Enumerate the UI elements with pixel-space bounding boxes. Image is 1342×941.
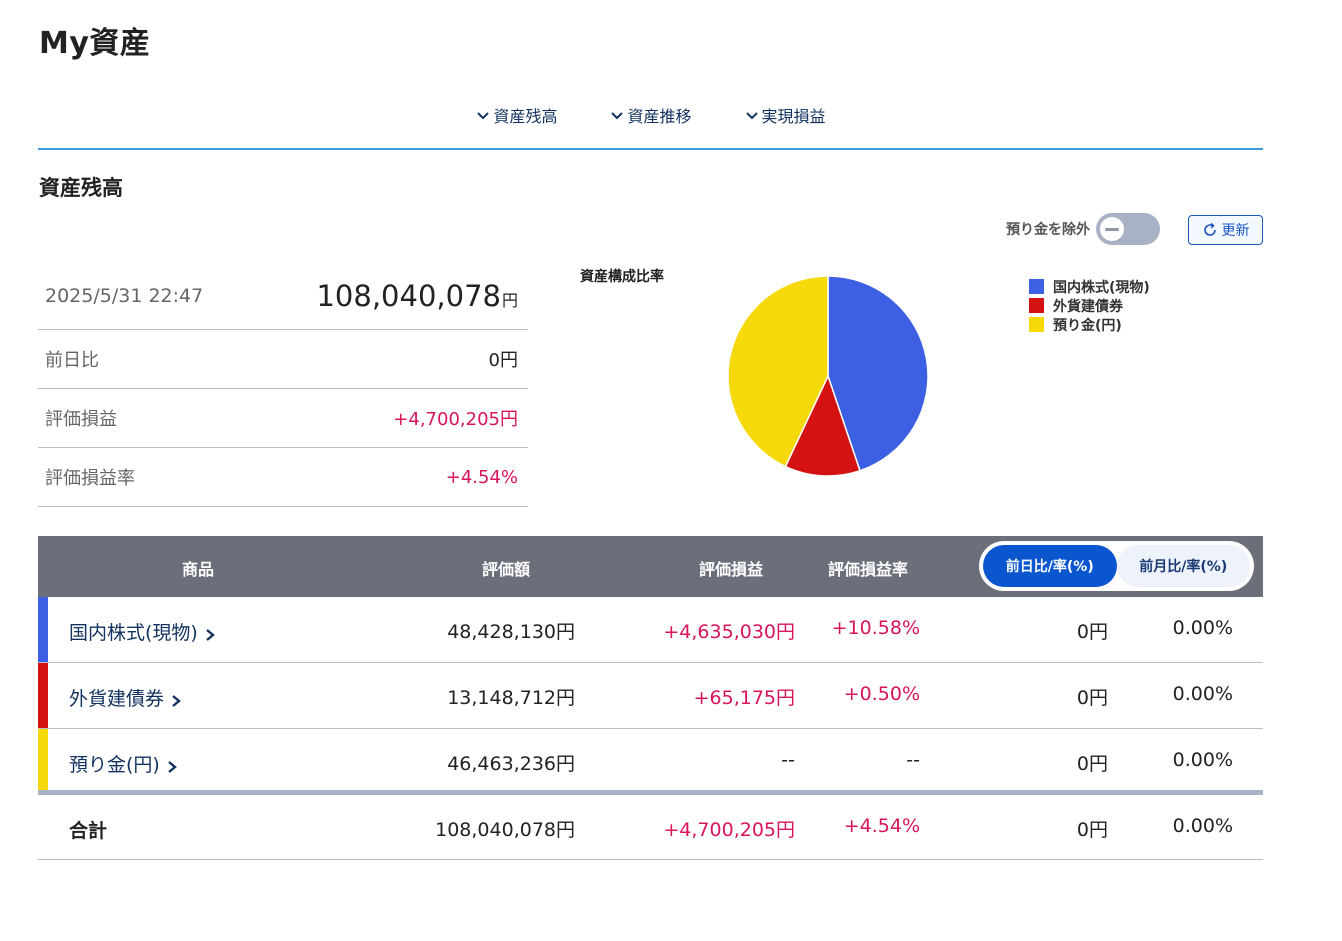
chart-title: 資産構成比率: [580, 269, 664, 285]
total-label: 合計: [69, 820, 108, 842]
cell-pl: +4,635,030円: [663, 621, 795, 643]
refresh-label: 更新: [1221, 223, 1250, 239]
cell-pl-rate: +0.50%: [843, 683, 920, 705]
nav-link-label: 資産推移: [627, 107, 692, 126]
cell-value: 108,040,078円: [435, 819, 575, 841]
chevron-down-icon: [745, 112, 758, 120]
page-title: My資産: [39, 26, 151, 61]
pie-slice-2: [784, 373, 861, 477]
nav-link-label: 実現損益: [761, 107, 826, 126]
cell-pl: +65,175円: [693, 687, 795, 709]
table-row: 国内株式(現物) 48,428,130円 +4,635,030円 +10.58%…: [38, 597, 1263, 663]
summary-label: 前日比: [45, 350, 99, 371]
cell-change: 0円: [1076, 819, 1108, 841]
pie-slice-3: [727, 275, 829, 468]
exclude-cash-toggle[interactable]: [1096, 213, 1160, 245]
summary-label: 評価損益: [45, 409, 117, 430]
table-row: 外貨建債券 13,148,712円 +65,175円 +0.50% 0円 0.0…: [38, 663, 1263, 729]
summary-row-unrealized-pl-rate: 評価損益率 +4.54%: [38, 448, 528, 507]
product-link[interactable]: 国内株式(現物): [69, 618, 216, 645]
header-product: 商品: [182, 560, 215, 579]
cell-value: 46,463,236円: [447, 753, 575, 775]
as-of-datetime: 2025/5/31 22:47: [45, 284, 204, 307]
legend-label: 国内株式(現物): [1053, 279, 1150, 296]
cell-change-rate: 0.00%: [1172, 617, 1233, 639]
cell-change-rate: 0.00%: [1172, 815, 1233, 837]
nav-link-label: 資産残高: [493, 107, 558, 126]
legend-item: 外貨建債券: [1029, 296, 1150, 315]
summary-value: +4,700,205円: [393, 409, 518, 430]
legend-item: 国内株式(現物): [1029, 277, 1150, 296]
toggle-knob: [1098, 215, 1126, 243]
cell-change-rate: 0.00%: [1172, 683, 1233, 705]
category-color-bar: [38, 729, 48, 790]
cell-pl: --: [781, 749, 795, 771]
table-row: 預り金(円) 46,463,236円 -- -- 0円 0.00%: [38, 729, 1263, 795]
product-link[interactable]: 外貨建債券: [69, 684, 182, 711]
exclude-cash-label: 預り金を除外: [1006, 222, 1090, 238]
cell-pl-rate: +10.58%: [831, 617, 920, 639]
product-name: 外貨建債券: [69, 688, 165, 710]
legend-label: 預り金(円): [1053, 317, 1122, 334]
header-value: 評価額: [482, 560, 531, 579]
product-name: 国内株式(現物): [69, 622, 198, 644]
anchor-nav: 資産残高 資産推移 実現損益: [38, 96, 1263, 150]
change-period-toggle: 前日比/率(%) 前月比/率(%): [979, 541, 1254, 591]
legend-swatch: [1029, 279, 1044, 294]
day-change-tab[interactable]: 前日比/率(%): [983, 545, 1117, 587]
cell-pl-rate: +4.54%: [843, 815, 920, 837]
total-balance-unit: 円: [501, 290, 518, 310]
total-balance: 108,040,078円: [316, 279, 518, 313]
chevron-right-icon: [168, 760, 177, 773]
table-header: 商品 評価額 評価損益 評価損益率 前日比/率(%) 前月比/率(%): [38, 536, 1263, 597]
balance-summary: 2025/5/31 22:47 108,040,078円 前日比 0円 評価損益…: [38, 262, 528, 507]
chart-legend: 国内株式(現物) 外貨建債券 預り金(円): [1029, 277, 1150, 334]
category-color-bar: [38, 597, 48, 662]
cell-pl-rate: --: [906, 749, 920, 771]
nav-link-realized[interactable]: 実現損益: [744, 96, 826, 148]
total-balance-value: 108,040,078: [316, 278, 501, 313]
refresh-button[interactable]: 更新: [1188, 215, 1263, 245]
table-total-row: 合計 108,040,078円 +4,700,205円 +4.54% 0円 0.…: [38, 795, 1263, 860]
category-color-bar: [38, 663, 48, 728]
nav-link-history[interactable]: 資産推移: [609, 96, 692, 148]
cell-value: 13,148,712円: [447, 687, 575, 709]
product-name: 預り金(円): [69, 754, 160, 776]
summary-row-unrealized-pl: 評価損益 +4,700,205円: [38, 389, 528, 448]
product-link[interactable]: 預り金(円): [69, 750, 178, 777]
cell-change: 0円: [1076, 687, 1108, 709]
chevron-down-icon: [611, 112, 624, 120]
summary-row-day-change: 前日比 0円: [38, 330, 528, 389]
legend-swatch: [1029, 298, 1044, 313]
summary-total-row: 2025/5/31 22:47 108,040,078円: [38, 262, 528, 330]
allocation-pie-chart: [727, 275, 929, 477]
summary-value: +4.54%: [445, 466, 518, 488]
chevron-right-icon: [172, 694, 181, 707]
nav-link-balance[interactable]: 資産残高: [475, 96, 557, 148]
cell-value: 48,428,130円: [447, 621, 575, 643]
header-pl: 評価損益: [699, 560, 764, 579]
pie-slice-1: [827, 275, 929, 472]
legend-label: 外貨建債券: [1053, 298, 1123, 315]
header-pl-rate: 評価損益率: [828, 560, 909, 579]
cell-change: 0円: [1076, 621, 1108, 643]
legend-swatch: [1029, 317, 1044, 332]
legend-item: 預り金(円): [1029, 315, 1150, 334]
chevron-down-icon: [477, 112, 490, 120]
refresh-icon: [1203, 222, 1216, 236]
cell-pl: +4,700,205円: [663, 819, 795, 841]
holdings-table: 商品 評価額 評価損益 評価損益率 前日比/率(%) 前月比/率(%) 国内株式…: [38, 536, 1263, 860]
chevron-right-icon: [206, 628, 215, 641]
cell-change-rate: 0.00%: [1172, 749, 1233, 771]
cell-change: 0円: [1076, 753, 1108, 775]
summary-value: 0円: [488, 350, 518, 371]
month-change-tab[interactable]: 前月比/率(%): [1116, 545, 1250, 587]
exclude-cash-control: 預り金を除外: [1006, 213, 1160, 245]
summary-label: 評価損益率: [45, 468, 135, 489]
section-title: 資産残高: [39, 176, 123, 200]
